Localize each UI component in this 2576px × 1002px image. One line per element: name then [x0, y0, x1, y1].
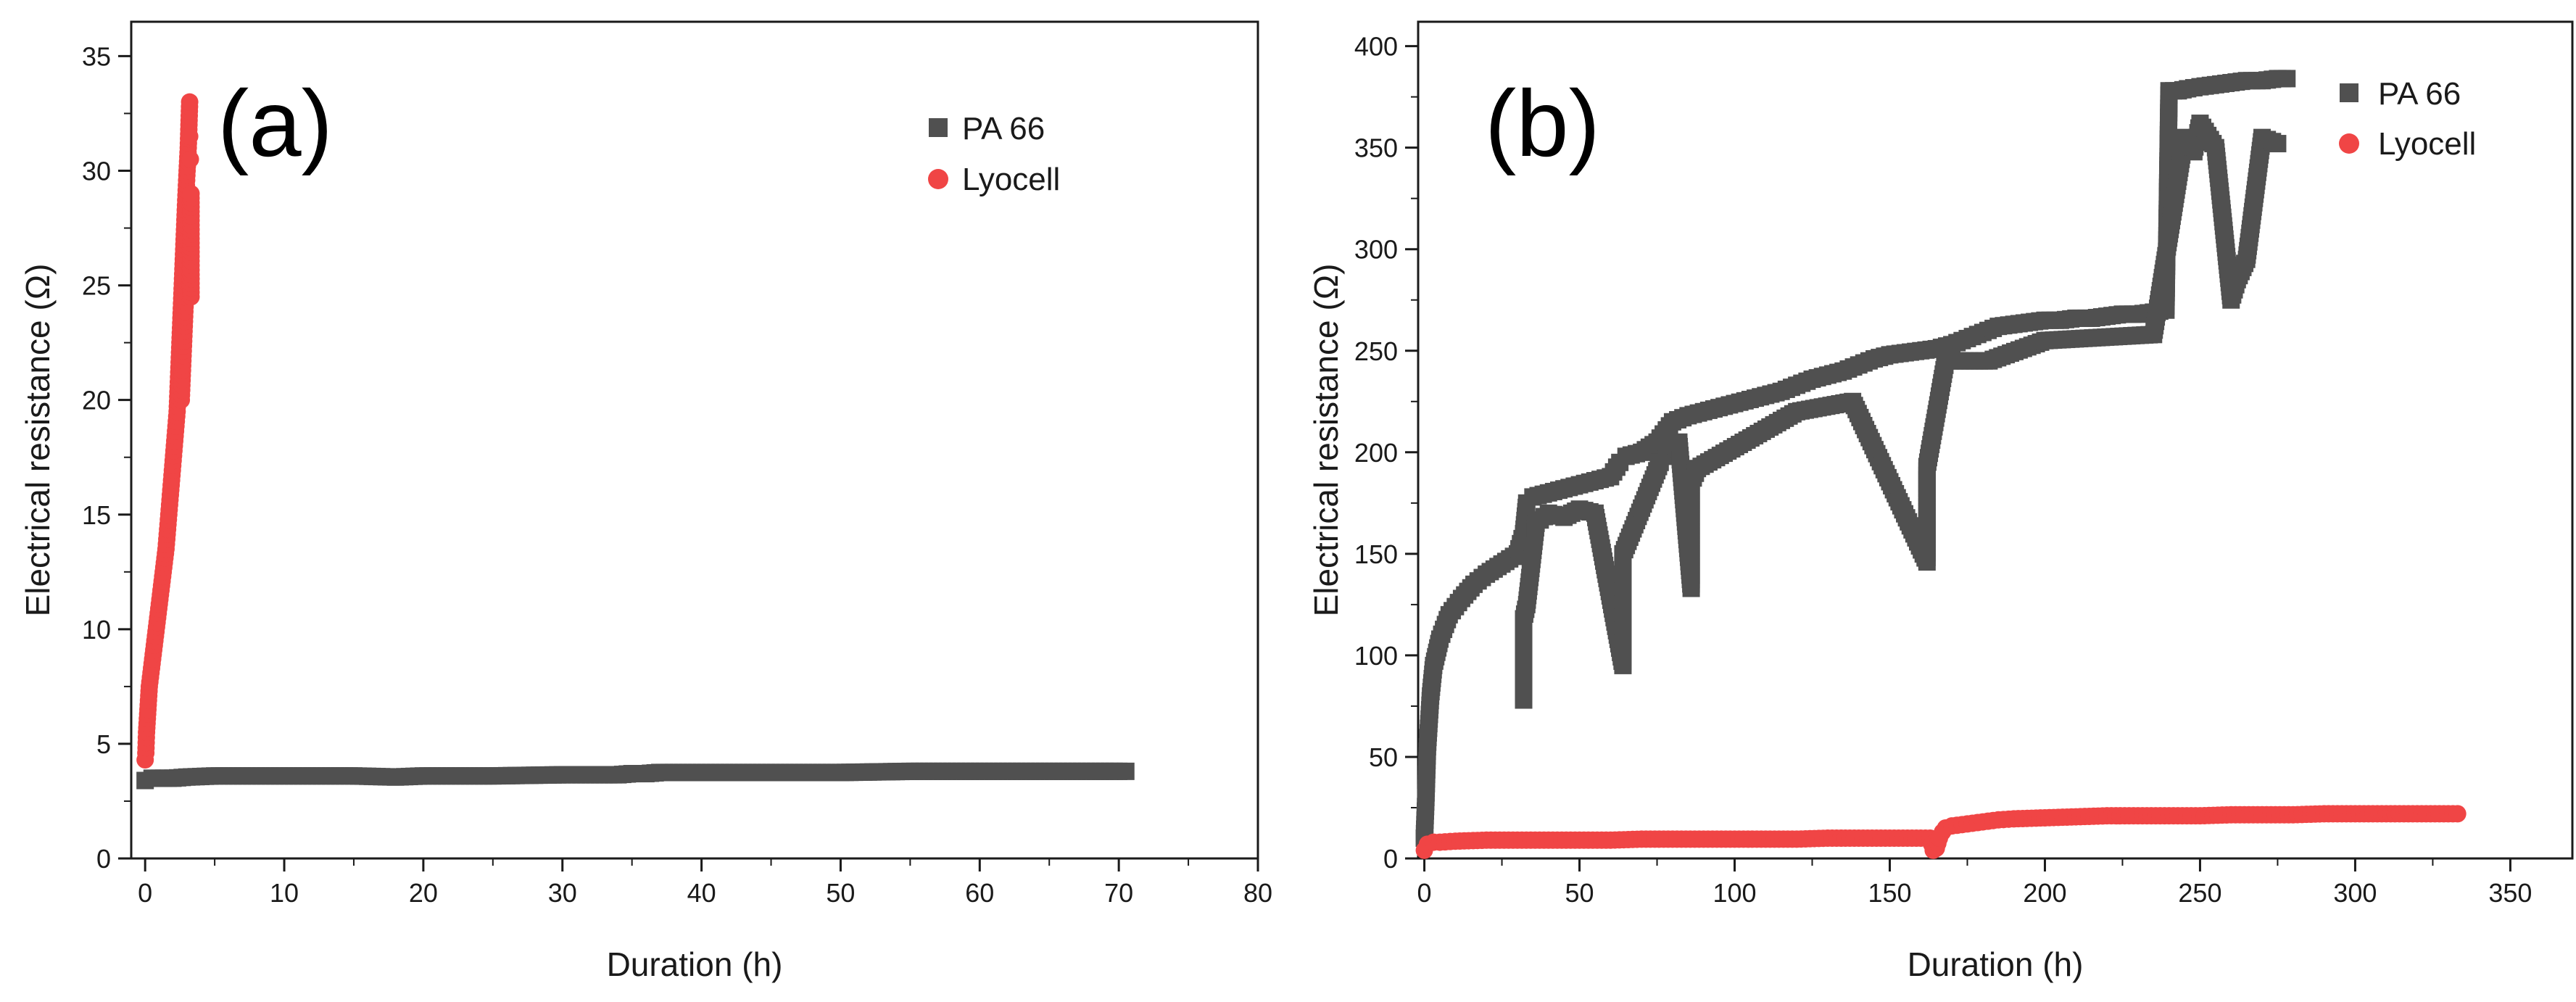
b-y-tick-label: 200: [1354, 438, 1398, 468]
a-y-tick-label: 25: [82, 271, 111, 301]
panel-b-legend-pa66-marker: [2340, 83, 2358, 102]
b-x-tick-label: 100: [1712, 878, 1756, 908]
b-y-tick-label: 150: [1354, 539, 1398, 569]
a-y-tick-label: 35: [82, 41, 111, 71]
b-y-tick-label: 400: [1354, 32, 1398, 62]
a-x-tick-label: 70: [1104, 878, 1133, 908]
b-y-tick-label: 50: [1369, 742, 1398, 772]
panel-b-frame: [1417, 20, 2574, 860]
panel-b-legend: PA 66 Lyocell: [2339, 76, 2476, 162]
panel-a-marks: [136, 93, 1135, 790]
a-x-tick-label: 80: [1243, 878, 1272, 908]
panel-a-frame: [130, 20, 1259, 860]
a-x-tick-label: 60: [965, 878, 994, 908]
panel-b-label: (b): [1485, 70, 1600, 176]
b-x-tick-label: 250: [2178, 878, 2221, 908]
panel-a-legend: PA 66 Lyocell: [928, 111, 1060, 197]
a-y-tick-label: 0: [96, 844, 111, 874]
panel-b-legend-lyocell-marker: [2339, 133, 2359, 154]
b-x-tick-label: 50: [1565, 878, 1594, 908]
panel-a-x-axis-title: Duration (h): [607, 945, 783, 983]
panel-a-ticks: 0 10 20 30 40 50 60 70 80 0 5 10 15 20 25 30 35: [82, 41, 1272, 908]
panel-a-legend-pa66-label: PA 66: [962, 111, 1045, 146]
panel-b-marks: [1415, 70, 2467, 859]
a-y-tick-label: 10: [82, 615, 111, 645]
b-x-tick-label: 300: [2333, 878, 2377, 908]
panel-a-y-axis-title: Electrical resistance (Ω): [19, 264, 57, 617]
a-lyocell-point: [182, 185, 200, 203]
a-y-tick-label: 20: [82, 386, 111, 415]
panel-a: 0 10 20 30 40 50 60 70 80 0 5 10 15 20 25 30 35 (a) Dura…: [19, 20, 1272, 983]
a-lyocell-point: [181, 150, 199, 168]
panel-b-legend-pa66-label: PA 66: [2378, 76, 2461, 112]
b-y-tick-label: 0: [1383, 844, 1398, 874]
b-pa66-point: [2278, 70, 2296, 88]
a-x-tick-label: 10: [270, 878, 299, 908]
a-y-tick-label: 5: [96, 729, 111, 759]
b-lyocell-point: [2448, 805, 2467, 823]
a-y-tick-label: 15: [82, 500, 111, 530]
panel-b: 0 50 100 150 200 250 300 350 0 50 100 150 200 250 300 3…: [1307, 20, 2574, 983]
a-lyocell-point: [181, 93, 199, 111]
panel-b-y-axis-title: Electrical resistance (Ω): [1307, 264, 1345, 617]
a-x-tick-label: 40: [687, 878, 716, 908]
panel-b-x-axis-title: Duration (h): [1908, 945, 2084, 983]
panel-a-label: (a): [218, 70, 333, 176]
a-x-tick-label: 30: [548, 878, 577, 908]
b-y-tick-label: 100: [1354, 641, 1398, 671]
a-y-tick-label: 30: [82, 157, 111, 186]
b-pa66-point: [2269, 135, 2287, 153]
panel-b-legend-lyocell-label: Lyocell: [2378, 126, 2476, 162]
a-x-tick-label: 20: [409, 878, 438, 908]
b-y-tick-label: 250: [1354, 336, 1398, 366]
a-pa66-point: [1117, 762, 1135, 780]
panel-a-legend-pa66-marker: [929, 118, 948, 137]
panel-a-legend-lyocell-label: Lyocell: [962, 162, 1060, 197]
b-x-tick-label: 0: [1417, 878, 1432, 908]
a-x-tick-label: 0: [138, 878, 152, 908]
panel-b-ticks: 0 50 100 150 200 250 300 350 0 50 100 150 200 250 300 3…: [1354, 32, 2532, 908]
b-y-tick-label: 350: [1354, 133, 1398, 163]
a-x-tick-label: 50: [826, 878, 855, 908]
b-y-tick-label: 300: [1354, 235, 1398, 265]
panel-a-legend-lyocell-marker: [928, 169, 948, 189]
a-lyocell-point: [181, 128, 199, 146]
b-x-tick-label: 200: [2023, 878, 2066, 908]
b-x-tick-label: 150: [1868, 878, 1911, 908]
b-x-tick-label: 350: [2488, 878, 2532, 908]
